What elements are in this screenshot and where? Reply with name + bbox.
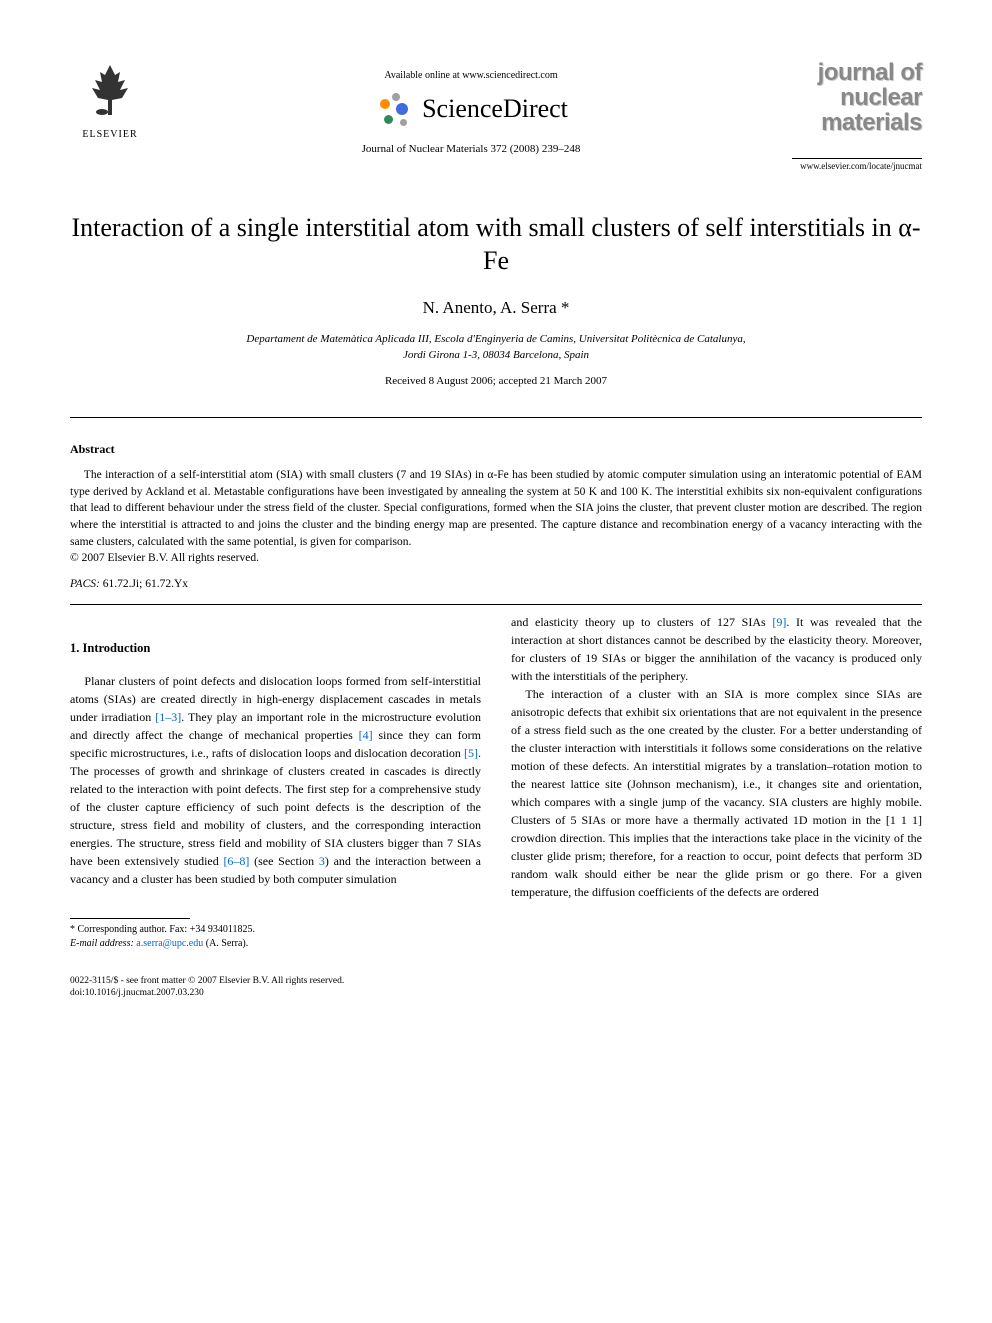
- email-suffix: (A. Serra).: [203, 938, 248, 949]
- article-title: Interaction of a single interstitial ato…: [70, 211, 922, 279]
- available-online-text: Available online at www.sciencedirect.co…: [150, 70, 792, 81]
- right-column: and elasticity theory up to clusters of …: [511, 613, 922, 999]
- ref-link[interactable]: [6–8]: [223, 854, 249, 868]
- journal-title-line2: nuclear: [792, 85, 922, 110]
- sciencedirect-logo: ScienceDirect: [150, 89, 792, 129]
- ref-link[interactable]: [1–3]: [155, 710, 181, 724]
- journal-url: www.elsevier.com/locate/jnucmat: [792, 158, 922, 171]
- divider: [70, 417, 922, 418]
- ref-link[interactable]: [5]: [464, 746, 478, 760]
- page-header: ELSEVIER Available online at www.science…: [70, 60, 922, 171]
- intro-paragraph-1: Planar clusters of point defects and dis…: [70, 672, 481, 888]
- journal-title-line1: journal of: [792, 60, 922, 85]
- corresponding-author-note: * Corresponding author. Fax: +34 9340118…: [70, 923, 481, 937]
- ref-link[interactable]: [9]: [772, 615, 786, 629]
- ref-link[interactable]: [4]: [359, 728, 373, 742]
- abstract-text: The interaction of a self-interstitial a…: [70, 467, 922, 550]
- section-1-heading: 1. Introduction: [70, 639, 481, 658]
- journal-logo-block: journal of nuclear materials www.elsevie…: [792, 60, 922, 171]
- pacs-codes: 61.72.Ji; 61.72.Yx: [100, 578, 188, 590]
- authors: N. Anento, A. Serra *: [70, 298, 922, 318]
- elsevier-tree-icon: [80, 60, 140, 120]
- intro-paragraph-1-cont: and elasticity theory up to clusters of …: [511, 613, 922, 685]
- journal-title: journal of nuclear materials: [792, 60, 922, 136]
- left-column: 1. Introduction Planar clusters of point…: [70, 613, 481, 999]
- affiliation: Departament de Matemàtica Aplicada III, …: [70, 332, 922, 363]
- affiliation-line1: Departament de Matemàtica Aplicada III, …: [70, 332, 922, 347]
- email-label: E-mail address:: [70, 938, 134, 949]
- affiliation-line2: Jordi Girona 1-3, 08034 Barcelona, Spain: [70, 348, 922, 363]
- article-dates: Received 8 August 2006; accepted 21 Marc…: [70, 375, 922, 387]
- journal-title-line3: materials: [792, 110, 922, 135]
- elsevier-logo: ELSEVIER: [70, 60, 150, 140]
- sciencedirect-text: ScienceDirect: [422, 94, 568, 124]
- footnote-separator: [70, 918, 190, 919]
- email-line: E-mail address: a.serra@upc.edu (A. Serr…: [70, 937, 481, 951]
- elsevier-label: ELSEVIER: [70, 129, 150, 140]
- center-header: Available online at www.sciencedirect.co…: [150, 60, 792, 155]
- footer-line1: 0022-3115/$ - see front matter © 2007 El…: [70, 975, 481, 987]
- email-link[interactable]: a.serra@upc.edu: [136, 938, 203, 949]
- sciencedirect-dots-icon: [374, 89, 414, 129]
- intro-paragraph-2: The interaction of a cluster with an SIA…: [511, 685, 922, 901]
- footer-line2: doi:10.1016/j.jnucmat.2007.03.230: [70, 987, 481, 999]
- pacs-line: PACS: 61.72.Ji; 61.72.Yx: [70, 578, 922, 590]
- abstract-heading: Abstract: [70, 442, 922, 457]
- body-columns: 1. Introduction Planar clusters of point…: [70, 613, 922, 999]
- footer: 0022-3115/$ - see front matter © 2007 El…: [70, 975, 481, 1000]
- pacs-label: PACS:: [70, 578, 100, 590]
- divider: [70, 604, 922, 605]
- abstract-copyright: © 2007 Elsevier B.V. All rights reserved…: [70, 552, 922, 564]
- journal-reference: Journal of Nuclear Materials 372 (2008) …: [150, 143, 792, 155]
